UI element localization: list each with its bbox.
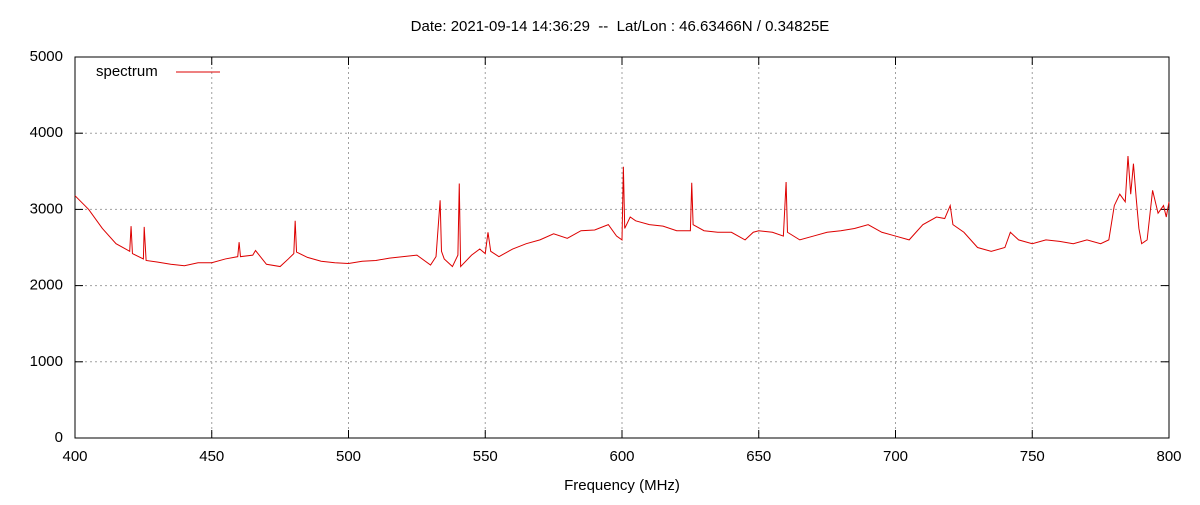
x-tick-label: 600 (609, 448, 634, 465)
x-tick-label: 450 (199, 448, 224, 465)
y-tick-label: 5000 (30, 48, 63, 65)
spectrum-line (74, 156, 1170, 268)
y-tick-label: 3000 (30, 200, 63, 217)
x-axis-label: Frequency (MHz) (564, 477, 680, 494)
y-tick-label: 1000 (30, 353, 63, 370)
y-tick-label: 4000 (30, 124, 63, 141)
x-tick-label: 500 (336, 448, 361, 465)
x-tick-label: 750 (1020, 448, 1045, 465)
legend-label: spectrum (96, 63, 158, 80)
x-tick-label: 550 (473, 448, 498, 465)
plot-border (74, 56, 1170, 439)
x-tick-label: 800 (1156, 448, 1181, 465)
x-tick-label: 650 (746, 448, 771, 465)
chart-title: Date: 2021-09-14 14:36:29 -- Lat/Lon : 4… (411, 18, 830, 35)
y-tick-label: 2000 (30, 277, 63, 294)
x-tick-label: 400 (62, 448, 87, 465)
x-tick-label: 700 (883, 448, 908, 465)
y-tick-label: 0 (55, 429, 63, 446)
